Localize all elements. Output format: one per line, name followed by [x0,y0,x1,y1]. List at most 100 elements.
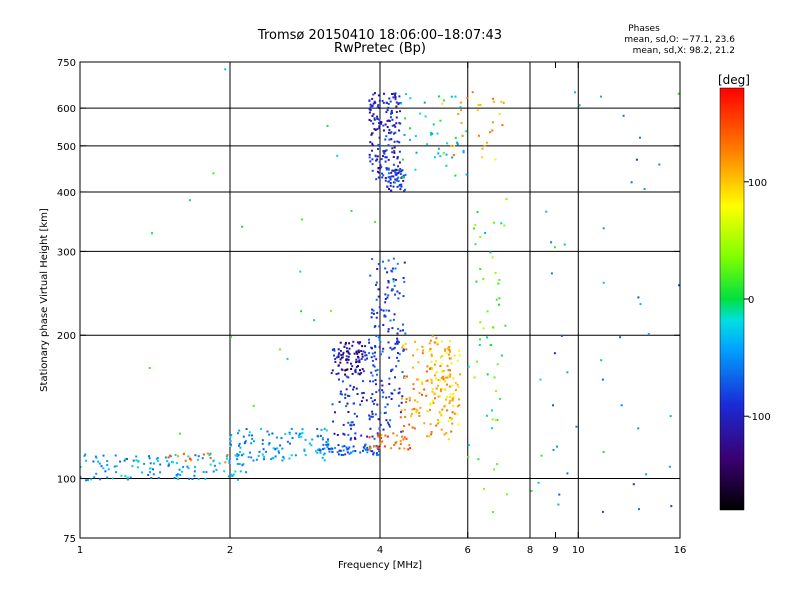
echo-point [418,414,421,417]
echo-point [339,390,342,393]
echo-point [388,180,391,183]
echo-point [107,468,110,471]
echo-point [417,378,420,381]
y-tick-label: 600 [57,104,76,115]
echo-point [212,460,215,463]
echo-point [274,455,277,458]
echo-point [404,173,407,176]
echo-point [95,472,98,475]
echo-point [566,472,569,475]
echo-point [347,358,350,361]
echo-point [371,413,374,415]
echo-point [436,341,438,344]
echo-point [391,93,393,95]
echo-point [197,478,200,481]
echo-point [174,453,177,456]
echo-point [453,354,456,357]
echo-point [317,435,320,438]
echo-point [98,462,101,465]
echo-point [389,184,392,187]
echo-point [331,348,334,351]
echo-point [349,424,352,427]
echo-point [303,449,306,452]
echo-point [387,294,390,297]
echo-point [401,169,404,172]
echo-point [372,364,375,367]
chart-title: Tromsø 20150410 18:06:00–18:07:43 [257,28,502,43]
echo-point [372,451,375,454]
echo-point [424,115,427,118]
echo-point [236,458,239,461]
echo-point [418,411,421,414]
echo-point [310,444,313,447]
echo-point [334,411,336,414]
echo-point [378,427,381,430]
echo-point [182,466,185,468]
echo-point [370,397,373,399]
echo-point [187,467,190,470]
echo-point [114,454,117,457]
echo-point [437,95,440,98]
echo-point [234,454,237,457]
echo-point [392,175,395,178]
echo-point [398,121,401,124]
echo-point [365,399,368,402]
echo-point [397,352,399,354]
echo-point [401,176,404,178]
echo-point [342,353,344,356]
echo-point [391,368,394,371]
echo-point [346,402,349,405]
echo-point [319,449,322,452]
echo-point [486,373,489,376]
echo-point [474,243,477,246]
echo-point [377,336,380,339]
echo-point [357,341,359,344]
echo-point [262,448,265,451]
echo-point [370,356,373,359]
echo-point [238,463,241,465]
echo-point [252,404,255,407]
echo-point [395,168,398,171]
echo-point [371,104,374,107]
echo-point [430,131,433,134]
echo-point [393,284,396,287]
echo-point [326,440,329,443]
echo-point [387,176,390,179]
echo-point [152,473,155,476]
echo-point [368,418,371,421]
echo-point [85,459,88,462]
echo-point [387,168,390,171]
echo-point [378,306,381,309]
echo-point [602,450,605,453]
echo-point [374,351,376,354]
echo-point [342,454,344,456]
echo-point [399,184,402,187]
echo-point [242,463,245,466]
echo-point [397,297,400,300]
echo-point [501,124,504,127]
echo-point [387,167,390,170]
echo-point [393,146,396,149]
echo-point [385,156,388,159]
echo-point [149,471,151,474]
echo-point [393,150,396,152]
echo-point [371,115,374,117]
echo-point [443,380,446,383]
echo-point [448,385,451,388]
echo-point [643,188,646,190]
echo-point [345,405,348,408]
echo-point [402,277,405,279]
echo-point [376,447,379,449]
echo-point [429,403,432,406]
echo-point [377,433,380,436]
echo-point [374,369,377,372]
echo-point [370,119,373,122]
echo-point [271,457,274,460]
echo-point [441,102,444,105]
echo-point [362,370,365,373]
echo-point [451,422,454,425]
echo-point [387,281,390,284]
echo-point [429,347,432,350]
echo-point [458,354,461,357]
echo-point [395,116,398,119]
